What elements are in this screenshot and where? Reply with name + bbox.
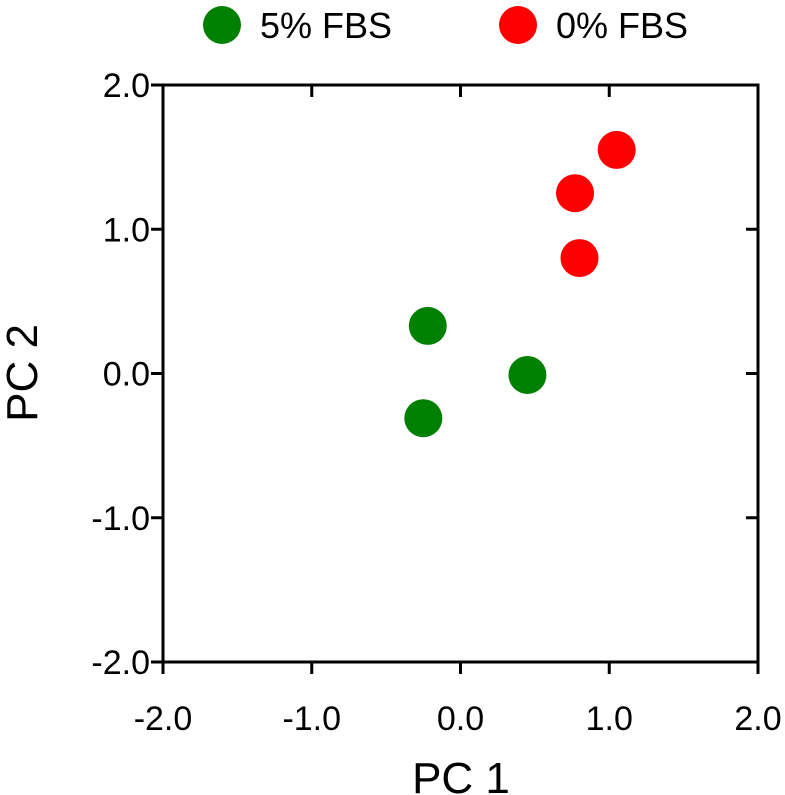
plot-frame: [161, 83, 760, 664]
x-tick-label: 2.0: [734, 700, 781, 738]
y-axis-title: PC 2: [0, 324, 47, 422]
x-tick-label: -2.0: [134, 700, 193, 738]
data-point-series-1: [508, 355, 547, 394]
legend-marker: [499, 6, 537, 44]
x-tick-label: 1.0: [586, 700, 633, 738]
data-point-series-2: [556, 174, 595, 213]
y-tick-label: -2.0: [91, 644, 150, 682]
legend-label: 0% FBS: [556, 5, 688, 46]
plot-area: -2.0 -1.0 0.0 1.0 2.0 -2.0 -1.0 0.0 1.0 2.0: [91, 67, 781, 738]
x-tick-label: 0.0: [437, 700, 484, 738]
legend-marker: [203, 6, 241, 44]
data-point-series-1: [408, 306, 447, 345]
data-point-series-2: [560, 239, 599, 278]
legend-label: 5% FBS: [260, 5, 392, 46]
y-tick-label: -1.0: [91, 500, 150, 538]
data-point-series-1: [404, 399, 443, 438]
data-point-series-2: [597, 130, 636, 169]
y-tick-label: 0.0: [103, 356, 150, 394]
y-tick-label: 2.0: [103, 67, 150, 105]
legend: 5% FBS 0% FBS: [203, 5, 688, 46]
x-tick-label: -1.0: [282, 700, 341, 738]
y-tick-label: 1.0: [103, 211, 150, 249]
x-axis-title: PC 1: [412, 754, 510, 795]
